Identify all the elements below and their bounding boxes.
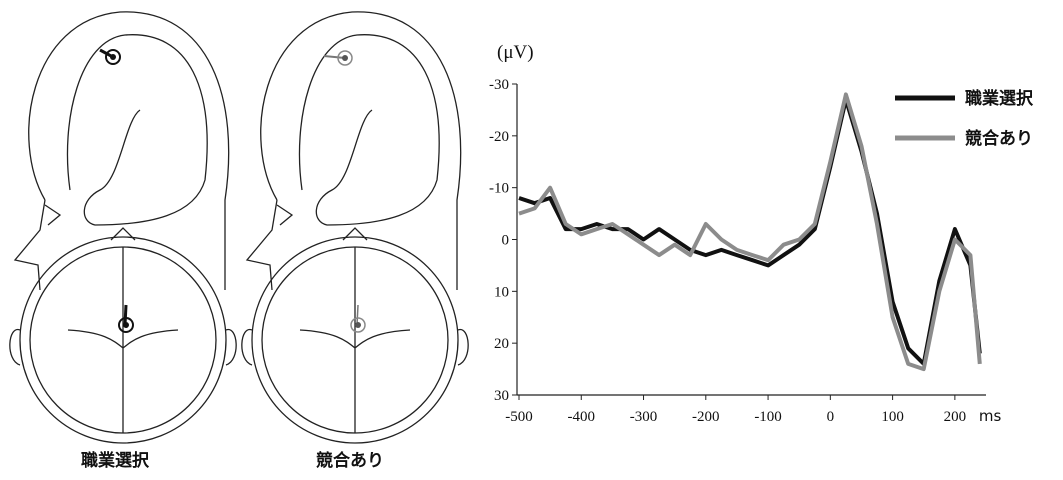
x-tick-label: 200	[944, 409, 967, 425]
legend-label: 職業選択	[965, 88, 1034, 109]
x-tick-label: -200	[692, 409, 720, 425]
head-axial	[9, 227, 237, 444]
head-sagittal	[245, 11, 462, 291]
head-label: 職業選択	[81, 450, 150, 471]
y-tick-label: -30	[489, 77, 509, 93]
x-axis-label: ms	[979, 407, 1002, 425]
y-tick-label: 0	[502, 233, 510, 249]
x-tick-label: -100	[754, 409, 782, 425]
x-tick-label: 100	[881, 409, 904, 425]
y-axis-label: (μV)	[497, 42, 534, 63]
legend-label: 競合あり	[965, 128, 1033, 149]
series-line	[518, 97, 982, 366]
head-axial	[241, 227, 469, 444]
y-tick-label: 30	[494, 388, 509, 404]
x-tick-label: -300	[630, 409, 658, 425]
y-tick-label: -10	[489, 181, 509, 197]
x-tick-label: -400	[568, 409, 596, 425]
head-label: 競合あり	[316, 450, 384, 471]
y-tick-label: -20	[489, 129, 509, 145]
y-tick-label: 10	[494, 284, 509, 300]
y-tick-label: 20	[494, 336, 509, 352]
series-line	[518, 92, 982, 372]
x-tick-label: -500	[505, 409, 533, 425]
x-tick-label: 0	[827, 409, 835, 425]
head-sagittal	[13, 11, 230, 291]
